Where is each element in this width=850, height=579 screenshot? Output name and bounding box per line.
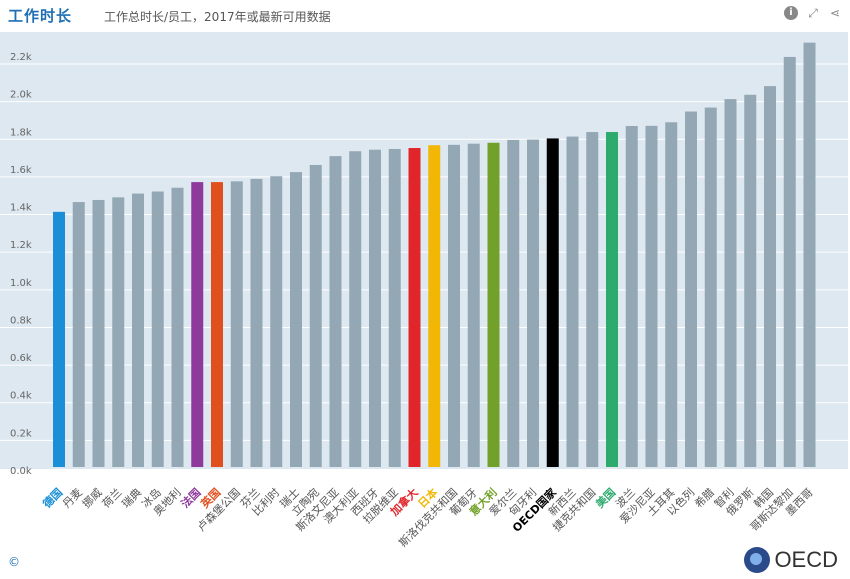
x-category-label: 希腊 — [691, 485, 716, 510]
bar[interactable] — [803, 42, 816, 468]
bar[interactable] — [230, 181, 243, 467]
chart-header: 工作时长 工作总时长/员工，2017年或最新可用数据 i ⤢ ⋖ — [0, 0, 850, 30]
bar[interactable] — [487, 142, 500, 467]
share-icon[interactable]: ⋖ — [829, 6, 841, 20]
y-tick-label: 1.4k — [10, 203, 32, 214]
bar[interactable] — [72, 202, 85, 468]
bar[interactable] — [724, 99, 737, 467]
y-tick-label: 1.8k — [10, 127, 32, 138]
y-tick-label: 0.6k — [10, 353, 32, 364]
toolbar: i ⤢ ⋖ — [784, 6, 842, 20]
oecd-logo-text: OECD — [774, 547, 838, 572]
bar[interactable] — [546, 138, 559, 467]
bar[interactable] — [744, 94, 757, 467]
x-category-label: 荷兰 — [100, 486, 125, 511]
bar[interactable] — [783, 56, 796, 468]
info-icon[interactable]: i — [784, 6, 798, 20]
bar[interactable] — [211, 182, 223, 468]
bar-chart: 0.0k 0.2k 0.4k 0.6k 0.8k 1.0k 1.2k 1.4k 1.6k 1.8k… — [0, 32, 848, 550]
x-category-label: 丹麦 — [60, 486, 85, 511]
bar[interactable] — [290, 172, 302, 468]
bar[interactable] — [53, 211, 65, 467]
bar[interactable] — [250, 178, 263, 468]
bar[interactable] — [448, 144, 460, 467]
bar[interactable] — [329, 156, 342, 467]
y-tick-label: 0.2k — [10, 428, 32, 439]
bar[interactable] — [428, 145, 441, 467]
bar[interactable] — [369, 149, 381, 467]
bar[interactable] — [171, 187, 184, 468]
bar[interactable] — [704, 107, 717, 467]
bar[interactable] — [566, 136, 579, 467]
bar[interactable] — [586, 132, 599, 467]
bar[interactable] — [467, 143, 480, 467]
chart-title: 工作时长 — [8, 7, 73, 25]
bar[interactable] — [665, 122, 678, 467]
oecd-logo[interactable]: OECD — [744, 547, 838, 573]
y-tick-label: 1.0k — [10, 278, 32, 289]
x-category-label: 德国 — [39, 485, 65, 511]
bar[interactable] — [112, 197, 125, 467]
bar[interactable] — [349, 151, 362, 468]
bar[interactable] — [388, 148, 401, 467]
copyright-mark[interactable]: © — [8, 555, 20, 569]
bar[interactable] — [527, 139, 539, 467]
bar[interactable] — [606, 132, 618, 467]
expand-icon[interactable]: ⤢ — [808, 6, 818, 20]
x-category-label: 法国 — [178, 485, 203, 510]
bar[interactable] — [625, 126, 638, 468]
bar[interactable] — [132, 193, 144, 467]
y-tick-label: 2.0k — [10, 90, 32, 101]
bar[interactable] — [507, 139, 520, 467]
y-tick-label: 1.2k — [10, 240, 32, 251]
oecd-logo-mark-icon — [744, 547, 771, 573]
x-category-label: 瑞典 — [119, 485, 144, 510]
plot-area — [0, 32, 848, 469]
y-tick-label: 0.4k — [10, 391, 32, 402]
chart-subtitle: 工作总时长/员工，2017年或最新可用数据 — [104, 10, 331, 24]
bar[interactable] — [645, 125, 658, 468]
y-tick-label: 0.8k — [10, 315, 32, 326]
bar[interactable] — [309, 164, 322, 467]
y-tick-label: 0.0k — [10, 466, 32, 477]
bar[interactable] — [685, 111, 697, 468]
bar[interactable] — [408, 148, 421, 468]
x-category-label: 挪威 — [79, 485, 104, 510]
bar[interactable] — [151, 191, 164, 467]
bar[interactable] — [764, 86, 776, 467]
y-tick-label: 1.6k — [10, 165, 32, 176]
bar[interactable] — [92, 199, 105, 467]
y-tick-label: 2.2k — [10, 52, 32, 63]
x-category-label: 美国 — [593, 485, 618, 510]
bar[interactable] — [270, 176, 283, 467]
bar[interactable] — [191, 182, 204, 468]
